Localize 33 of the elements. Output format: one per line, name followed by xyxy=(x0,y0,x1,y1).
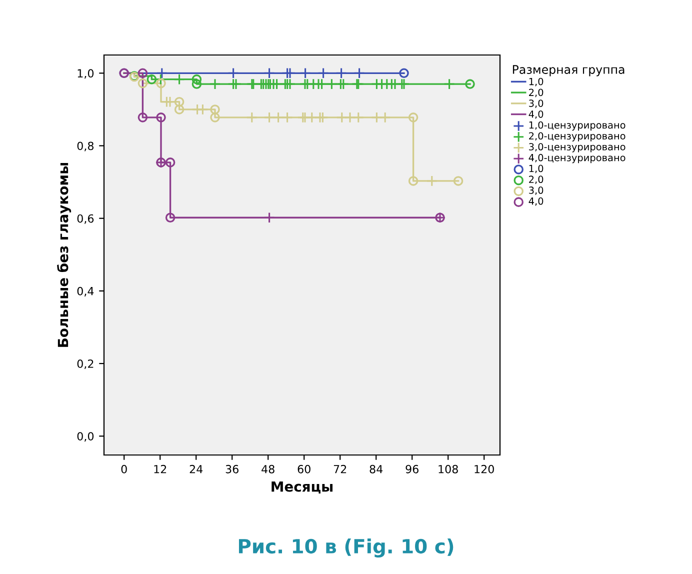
x-tick-label: 36 xyxy=(226,464,238,474)
x-tick-label: 72 xyxy=(334,464,346,474)
legend-label: 4,0-цензурировано xyxy=(528,154,626,164)
legend-label: 3,0 xyxy=(529,100,544,108)
legend-label: 2,0 xyxy=(529,88,544,98)
y-tick-label: 0,6 xyxy=(77,214,94,224)
y-axis-title: Больные без глаукомы xyxy=(57,162,72,347)
y-tick-label: 0,0 xyxy=(77,432,94,442)
y-tick-label: 0,2 xyxy=(77,360,94,370)
legend-label: 2,0-цензурировано xyxy=(529,132,626,142)
x-tick-label: 96 xyxy=(406,464,418,474)
y-tick-label: 0,8 xyxy=(77,142,94,152)
x-tick-label: 108 xyxy=(438,464,458,474)
legend-label: 1,0-цензурировано xyxy=(529,121,626,131)
legend-label: 4,0 xyxy=(528,110,544,119)
legend-label: 1,0 xyxy=(529,78,544,86)
legend-label: 3,0-цензурировано xyxy=(529,143,626,152)
x-tick-label: 60 xyxy=(298,464,310,474)
legend-label: 2,0 xyxy=(529,176,544,184)
x-tick-label: 84 xyxy=(370,464,383,474)
x-axis-title: Месяцы xyxy=(272,481,333,494)
legend-label: 3,0 xyxy=(529,186,544,195)
y-tick-label: 0,4 xyxy=(77,286,94,296)
x-tick-label: 0 xyxy=(121,464,127,474)
legend-title: Размерная группа xyxy=(512,65,624,76)
text: Рис. 10 в (Fig. 10 c) xyxy=(238,538,454,558)
x-tick-label: 12 xyxy=(154,464,166,474)
legend-label: 4,0 xyxy=(528,197,544,206)
x-tick-label: 24 xyxy=(190,464,203,474)
x-tick-label: 120 xyxy=(474,464,494,474)
legend-label: 1,0 xyxy=(529,164,544,174)
x-tick-label: 48 xyxy=(262,464,274,474)
y-tick-label: 1,0 xyxy=(78,69,94,79)
